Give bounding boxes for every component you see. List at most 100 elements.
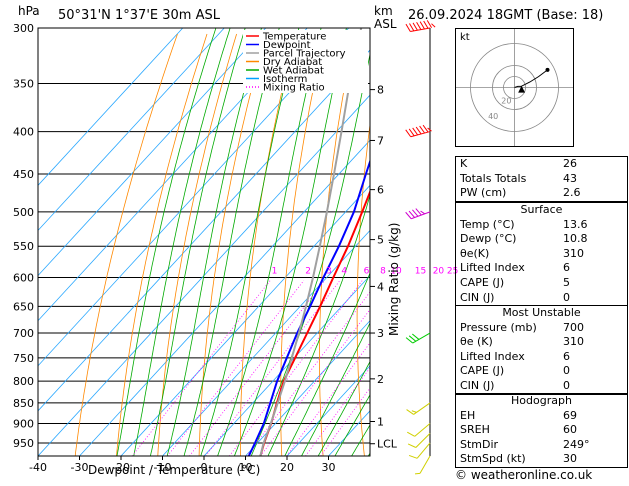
mixing-ratio-axis-title: Mixing Ratio (g/kg) <box>387 223 401 336</box>
km-tick-label: 5 <box>377 234 384 247</box>
table-title: Surface <box>520 203 563 216</box>
row-value: 0 <box>563 378 570 392</box>
wet-adiabat-line <box>234 28 347 456</box>
mixing-ratio-label: 10 <box>390 267 402 277</box>
pressure-tick-label: 850 <box>13 397 34 410</box>
row-value: 0 <box>563 364 570 378</box>
wind-barb-flag <box>420 210 426 215</box>
wind-barb-flag <box>408 454 418 459</box>
wind-barb-flag <box>405 23 411 32</box>
wind-barb-flag <box>407 443 417 448</box>
wind-barb-flag <box>405 129 412 138</box>
forecast-datetime: 26.09.2024 18GMT (Base: 18) <box>408 8 604 23</box>
row-label: StmSpd (kt) <box>460 452 526 466</box>
pressure-tick-label: 800 <box>13 375 34 388</box>
dry-adiabat-line <box>240 33 297 456</box>
pressure-tick-label: 550 <box>13 240 34 253</box>
x-tick-label: -20 <box>112 461 130 474</box>
row-label: θe(K) <box>460 246 490 260</box>
legend-label: Dry Adiabat <box>263 57 322 68</box>
row-label: PW (cm) <box>460 186 507 200</box>
isotherm-line <box>38 28 267 277</box>
row-label: K <box>460 157 468 170</box>
hodograph-endpoint <box>545 67 550 72</box>
wet-adiabat-line <box>284 272 370 456</box>
dry-adiabat-line <box>116 33 208 456</box>
dry-adiabat-line <box>157 33 237 456</box>
isotherm-line <box>120 184 370 456</box>
table-row: Temp (°C) 13.6 <box>456 218 627 233</box>
row-value: 6 <box>563 349 570 363</box>
row-label: Dewp (°C) <box>460 232 517 246</box>
mixing-ratio-line <box>228 280 363 456</box>
km-tick-label: LCL <box>377 438 398 451</box>
hodograph-table: Hodograph EH 69 SREH 60 StmDir 249° StmSpd (kt)… <box>455 393 628 468</box>
mixing-ratio-label: 4 <box>341 267 347 277</box>
pressure-tick-label: 950 <box>13 437 34 450</box>
mixing-ratio-label: 20 <box>433 267 445 277</box>
mixing-ratio-label: 6 <box>364 267 370 277</box>
row-value: 43 <box>563 171 577 185</box>
wind-barb-flag <box>431 23 436 28</box>
wind-barb-flag <box>409 23 415 32</box>
surface-table: Surface Temp (°C) 13.6 Dewp (°C) 10.8 θe(K) 31… <box>455 202 628 307</box>
x-tick-label: -10 <box>154 461 172 474</box>
wind-barb-staff <box>415 433 431 448</box>
table-row: Lifted Index 6 <box>456 350 627 365</box>
wind-barb-flag <box>408 210 415 218</box>
wind-barb-flag <box>427 127 432 132</box>
legend-label: Parcel Trajectory <box>263 49 346 60</box>
km-label: km <box>374 4 393 18</box>
dry-adiabat-line <box>198 33 267 456</box>
row-value: 2.6 <box>563 186 581 200</box>
wet-adiabat-line <box>334 394 370 456</box>
pressure-tick-label: 300 <box>13 22 34 35</box>
km-tick-label: 7 <box>377 134 384 147</box>
pressure-tick-label: 700 <box>13 327 34 340</box>
mixing-ratio-line <box>131 280 271 456</box>
storm-motion-marker: ▲ <box>518 85 525 95</box>
mixing-ratio-label: 8 <box>380 267 386 277</box>
row-value: 249° <box>563 437 590 451</box>
isotherm-line <box>38 28 184 186</box>
table-row: K 26 <box>456 157 627 172</box>
mixing-ratio-label: 3 <box>326 267 332 277</box>
table-title: Hodograph <box>511 394 572 407</box>
wind-barb-staff <box>414 423 431 437</box>
most-unstable-table: Most Unstable Pressure (mb) 700 θe (K) 310 Li… <box>455 305 628 395</box>
pressure-tick-label: 350 <box>13 77 34 90</box>
hpa-label: hPa <box>18 4 40 18</box>
wet-adiabat-line <box>116 28 217 456</box>
wind-barb-staff <box>416 442 431 459</box>
row-label: Lifted Index <box>460 261 525 275</box>
legend-label: Dewpoint <box>263 40 311 51</box>
table-row: θe (K) 310 <box>456 335 627 350</box>
wind-barb <box>406 423 431 437</box>
wind-barb-flag <box>415 208 422 216</box>
wind-barb-flag <box>426 20 433 28</box>
row-value: 0 <box>563 290 570 304</box>
hodograph-panel: 20 40 kt ▲ <box>455 28 574 147</box>
row-label: CIN (J) <box>460 378 495 392</box>
wind-barb-flag <box>411 410 417 413</box>
wind-barb-flag <box>416 21 422 30</box>
mixing-ratio-line <box>205 280 341 456</box>
pressure-tick-label: 750 <box>13 352 34 365</box>
pressure-tick-label: 500 <box>13 206 34 219</box>
mixing-ratio-line <box>189 280 325 456</box>
pressure-tick-label: 600 <box>13 272 34 285</box>
wind-barb <box>407 433 431 448</box>
row-value: 60 <box>563 423 577 437</box>
wind-barb <box>405 208 431 220</box>
table-row: CIN (J) 0 <box>456 291 627 306</box>
x-tick-label: 20 <box>280 461 294 474</box>
wind-barb-flag <box>405 211 412 220</box>
legend-label: Wet Adiabat <box>263 66 324 77</box>
x-tick-label: -40 <box>29 461 47 474</box>
wind-barb-flag <box>412 209 419 217</box>
km-tick-label: 3 <box>377 327 384 340</box>
row-value: 310 <box>563 246 584 260</box>
